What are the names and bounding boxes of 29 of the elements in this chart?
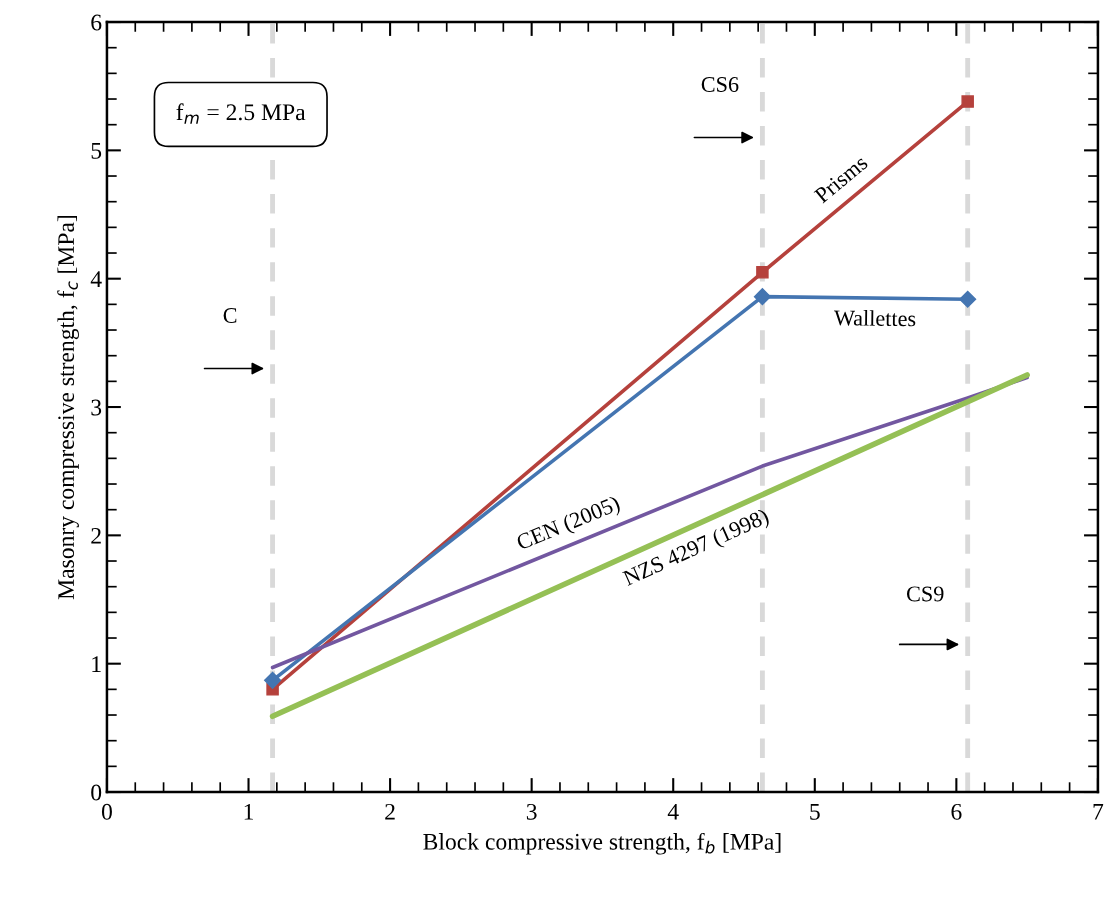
y-tick-label: 3 (91, 399, 102, 416)
x-tick-label: 6 (951, 803, 962, 820)
point (959, 290, 977, 308)
y-tick-label: 2 (91, 527, 101, 544)
y-tick-label: 1 (92, 656, 101, 672)
x-tick-label: 4 (667, 803, 679, 820)
point (756, 266, 769, 279)
line-series (270, 375, 1029, 670)
y-axis-title: Masonry compressive strength, f$_{c}$ [MPa] (57, 215, 79, 600)
ref-line-label: C (223, 308, 237, 323)
point (264, 671, 282, 689)
y-tick-label: 5 (91, 143, 102, 159)
x-tick-label: 5 (810, 804, 820, 820)
text: NZS 4297 (1998) (621, 507, 772, 591)
y-tick-label: 0 (91, 784, 102, 801)
point (961, 95, 974, 108)
ref-line-label: CS9 (906, 586, 944, 602)
x-tick-label: 2 (385, 803, 395, 820)
x-axis-title: Block compressive strength, f$_{b}$ [MPa] (423, 832, 781, 855)
x-tick-label: 1 (244, 803, 253, 820)
point (753, 288, 771, 306)
series-label: Wallettes (833, 309, 916, 327)
x-tick-label: 3 (526, 803, 537, 820)
x-tick-label: 7 (1093, 804, 1104, 820)
y-tick-label: 6 (91, 14, 102, 31)
annotation: f$_{m}$ = 2.5 MPa (176, 103, 306, 124)
text: CEN (2005) (515, 494, 623, 555)
y-tick-label: 4 (90, 271, 102, 287)
ref-line-label: CS6 (701, 77, 739, 92)
